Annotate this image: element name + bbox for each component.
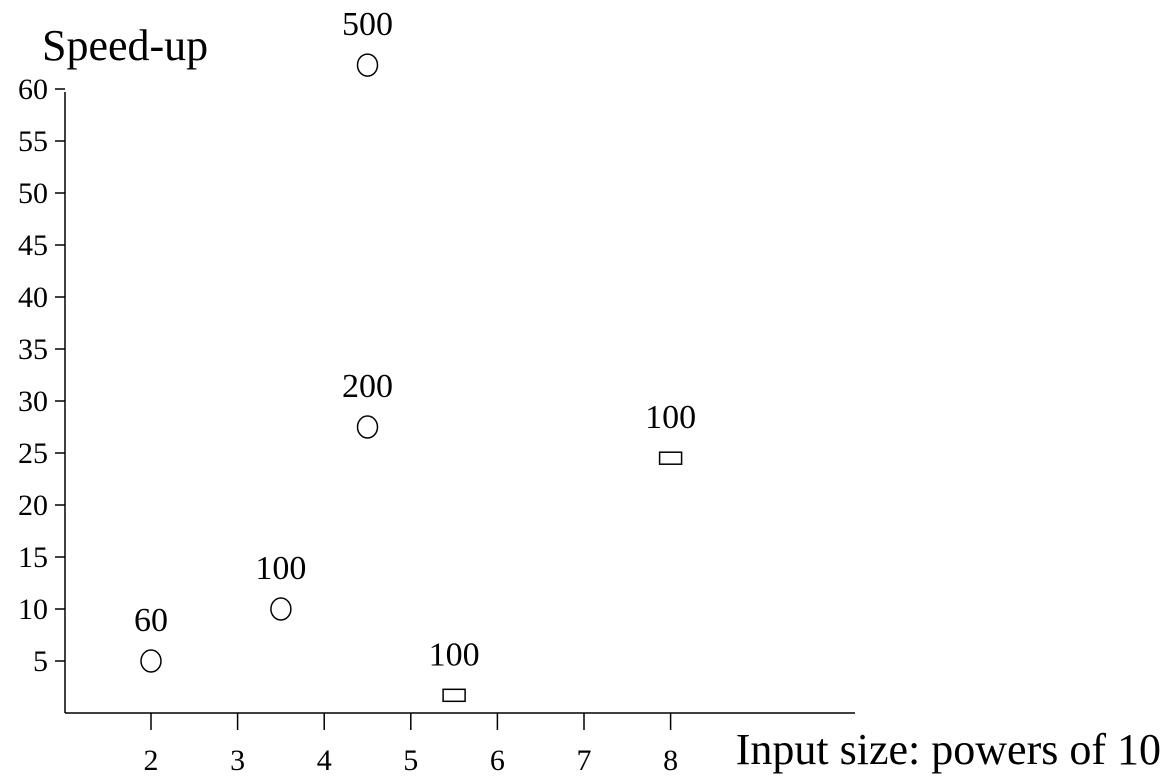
x-tick-label: 6 [490, 744, 505, 777]
y-tick-label: 40 [18, 281, 48, 314]
y-tick-label: 60 [18, 73, 48, 106]
y-axis-ticks: 5 10 15 20 25 30 35 40 45 50 55 60 [18, 73, 65, 678]
y-tick-label: 25 [18, 437, 48, 470]
y-tick-label: 10 [18, 593, 48, 626]
y-tick-label: 35 [18, 333, 48, 366]
y-axis-title: Speed-up [42, 21, 208, 70]
x-tick-label: 4 [317, 744, 332, 777]
y-tick-label: 20 [18, 489, 48, 522]
y-tick-label: 5 [33, 645, 48, 678]
x-tick-label: 3 [230, 744, 245, 777]
circle-point [270, 597, 292, 621]
y-tick-label: 55 [18, 125, 48, 158]
x-tick-label: 7 [577, 744, 592, 777]
point-label: 100 [255, 550, 306, 587]
point-label: 500 [342, 6, 393, 43]
x-axis-ticks: 2 3 4 5 6 7 8 [144, 713, 678, 777]
x-tick-label: 5 [403, 744, 418, 777]
x-axis-title: Input size: powers of 10 [736, 725, 1161, 774]
y-tick-label: 50 [18, 177, 48, 210]
point-label: 100 [645, 399, 696, 436]
data-points: 60 100 200 500 100 100 [134, 6, 696, 703]
y-tick-label: 45 [18, 229, 48, 262]
rectangle-point [442, 688, 466, 703]
y-tick-label: 15 [18, 541, 48, 574]
circle-point [356, 415, 379, 439]
circle-point [140, 649, 162, 673]
point-label: 60 [134, 602, 168, 639]
circle-point [356, 53, 379, 77]
point-label: 100 [429, 636, 480, 673]
x-tick-label: 2 [144, 744, 159, 777]
y-tick-label: 30 [18, 385, 48, 418]
x-tick-label: 8 [663, 744, 678, 777]
point-label: 200 [342, 368, 393, 405]
rectangle-point [658, 451, 683, 465]
